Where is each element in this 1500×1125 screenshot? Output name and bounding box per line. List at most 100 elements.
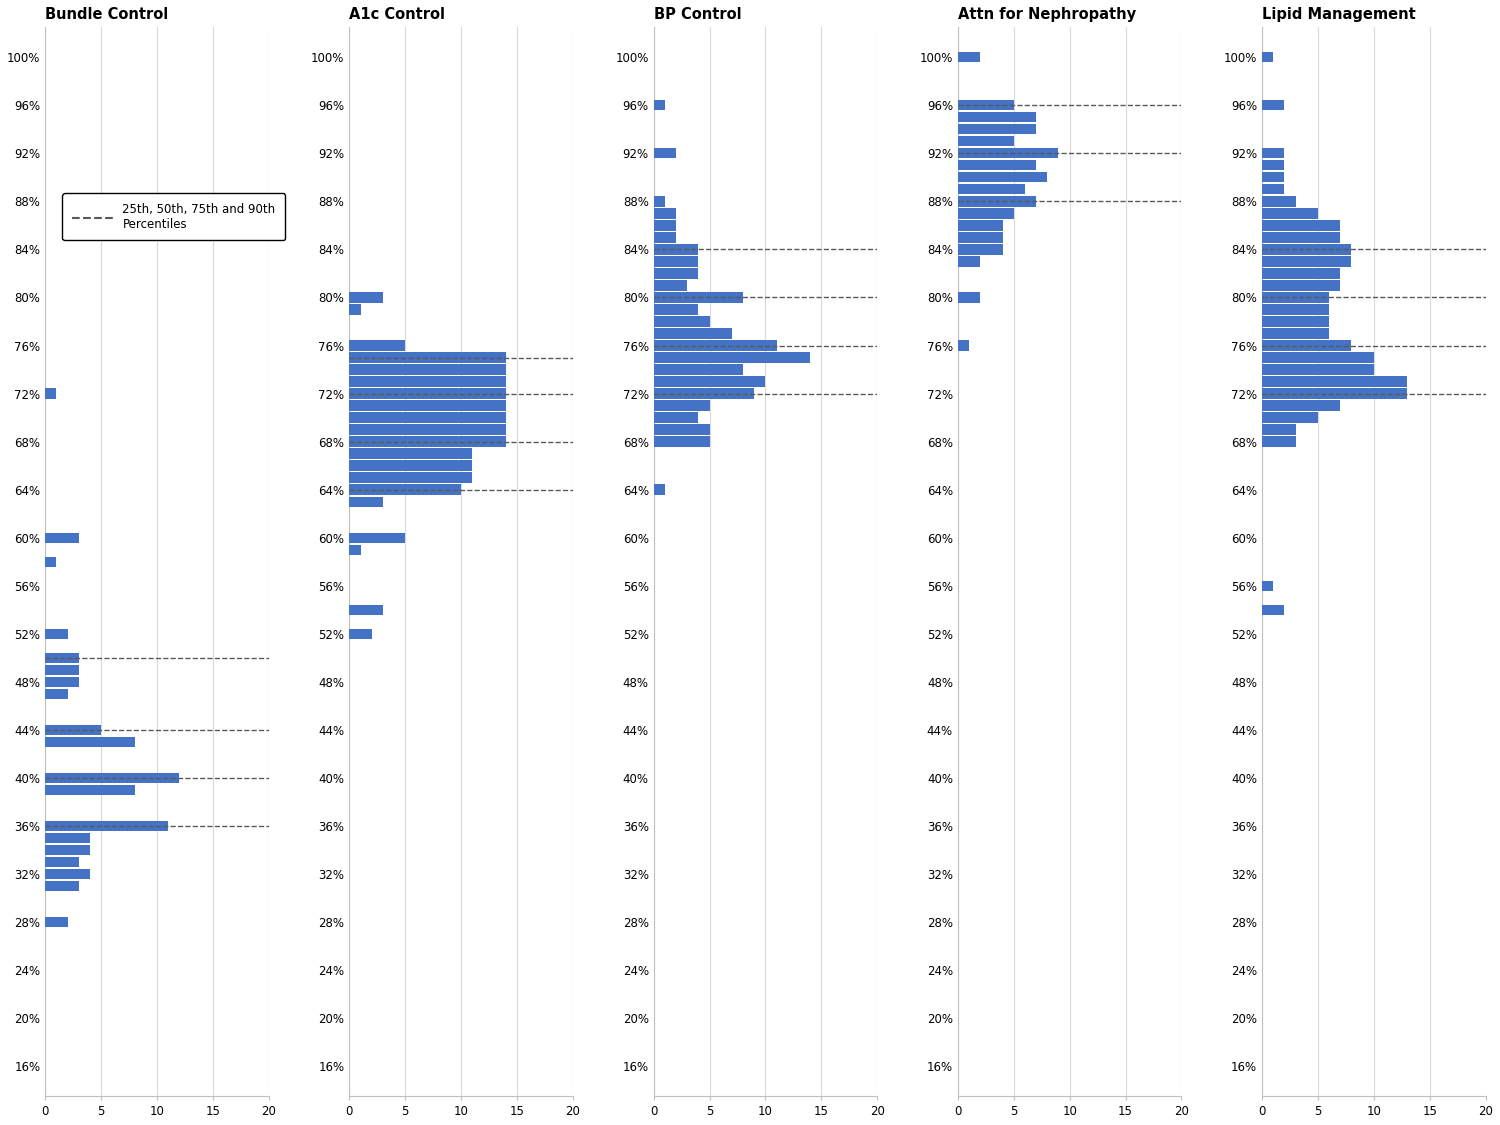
Bar — [654, 388, 754, 398]
Bar — [958, 148, 1059, 159]
Bar — [350, 449, 472, 459]
Bar — [654, 400, 710, 411]
Bar — [350, 388, 506, 398]
Bar — [654, 352, 810, 362]
Bar — [1262, 316, 1329, 326]
Bar — [350, 532, 405, 542]
Text: Lipid Management: Lipid Management — [1262, 7, 1416, 22]
Bar — [45, 832, 90, 843]
Bar — [350, 436, 506, 447]
Bar — [1262, 424, 1296, 434]
Bar — [958, 160, 1036, 171]
Bar — [45, 881, 78, 891]
Bar — [654, 220, 676, 231]
Bar — [654, 341, 777, 351]
Bar — [350, 485, 460, 495]
Bar — [958, 256, 980, 267]
Bar — [1262, 244, 1352, 254]
Bar — [654, 424, 710, 434]
Bar — [654, 244, 699, 254]
Bar — [45, 724, 100, 735]
Bar — [350, 341, 405, 351]
Bar — [1262, 292, 1329, 303]
Bar — [45, 857, 78, 867]
Bar — [958, 292, 980, 303]
Bar — [1262, 328, 1329, 339]
Bar — [1262, 352, 1374, 362]
Bar — [654, 148, 676, 159]
Bar — [350, 413, 506, 423]
Bar — [1262, 196, 1296, 207]
Bar — [958, 220, 1002, 231]
Text: Attn for Nephropathy: Attn for Nephropathy — [958, 7, 1136, 22]
Bar — [45, 388, 57, 398]
Bar — [350, 292, 382, 303]
Bar — [654, 292, 742, 303]
Bar — [1262, 269, 1341, 279]
Bar — [1262, 220, 1341, 231]
Bar — [45, 557, 57, 567]
Bar — [1262, 160, 1284, 171]
Bar — [958, 233, 1002, 243]
Bar — [45, 665, 78, 675]
Bar — [1262, 52, 1274, 62]
Bar — [958, 136, 1014, 146]
Bar — [350, 400, 506, 411]
Bar — [350, 629, 372, 639]
Bar — [1262, 377, 1407, 387]
Bar — [958, 184, 1024, 195]
Bar — [1262, 280, 1341, 290]
Bar — [1262, 100, 1284, 110]
Bar — [45, 652, 78, 663]
Bar — [654, 196, 664, 207]
Bar — [958, 172, 1047, 182]
Bar — [1262, 436, 1296, 447]
Bar — [958, 244, 1002, 254]
Bar — [350, 364, 506, 375]
Bar — [958, 208, 1014, 218]
Bar — [958, 52, 980, 62]
Bar — [45, 773, 180, 783]
Bar — [958, 112, 1036, 123]
Bar — [350, 604, 382, 614]
Bar — [654, 377, 765, 387]
Bar — [350, 460, 472, 470]
Bar — [958, 341, 969, 351]
Bar — [350, 305, 360, 315]
Bar — [1262, 305, 1329, 315]
Bar — [654, 305, 699, 315]
Bar — [45, 821, 168, 831]
Bar — [654, 100, 664, 110]
Bar — [350, 377, 506, 387]
Bar — [654, 436, 710, 447]
Bar — [45, 737, 135, 747]
Bar — [1262, 604, 1284, 614]
Bar — [958, 124, 1036, 135]
Bar — [350, 496, 382, 506]
Bar — [1262, 172, 1284, 182]
Bar — [1262, 580, 1274, 591]
Bar — [1262, 208, 1318, 218]
Bar — [654, 233, 676, 243]
Bar — [654, 328, 732, 339]
Bar — [350, 352, 506, 362]
Bar — [1262, 364, 1374, 375]
Bar — [654, 256, 699, 267]
Bar — [654, 316, 710, 326]
Bar — [1262, 256, 1352, 267]
Bar — [45, 917, 68, 927]
Bar — [45, 785, 135, 795]
Bar — [654, 485, 664, 495]
Bar — [1262, 388, 1407, 398]
Bar — [1262, 233, 1341, 243]
Bar — [958, 100, 1014, 110]
Bar — [654, 280, 687, 290]
Bar — [958, 196, 1036, 207]
Bar — [1262, 148, 1284, 159]
Text: Bundle Control: Bundle Control — [45, 7, 168, 22]
Bar — [654, 364, 742, 375]
Text: BP Control: BP Control — [654, 7, 741, 22]
Bar — [1262, 413, 1318, 423]
Bar — [1262, 184, 1284, 195]
Bar — [1262, 341, 1352, 351]
